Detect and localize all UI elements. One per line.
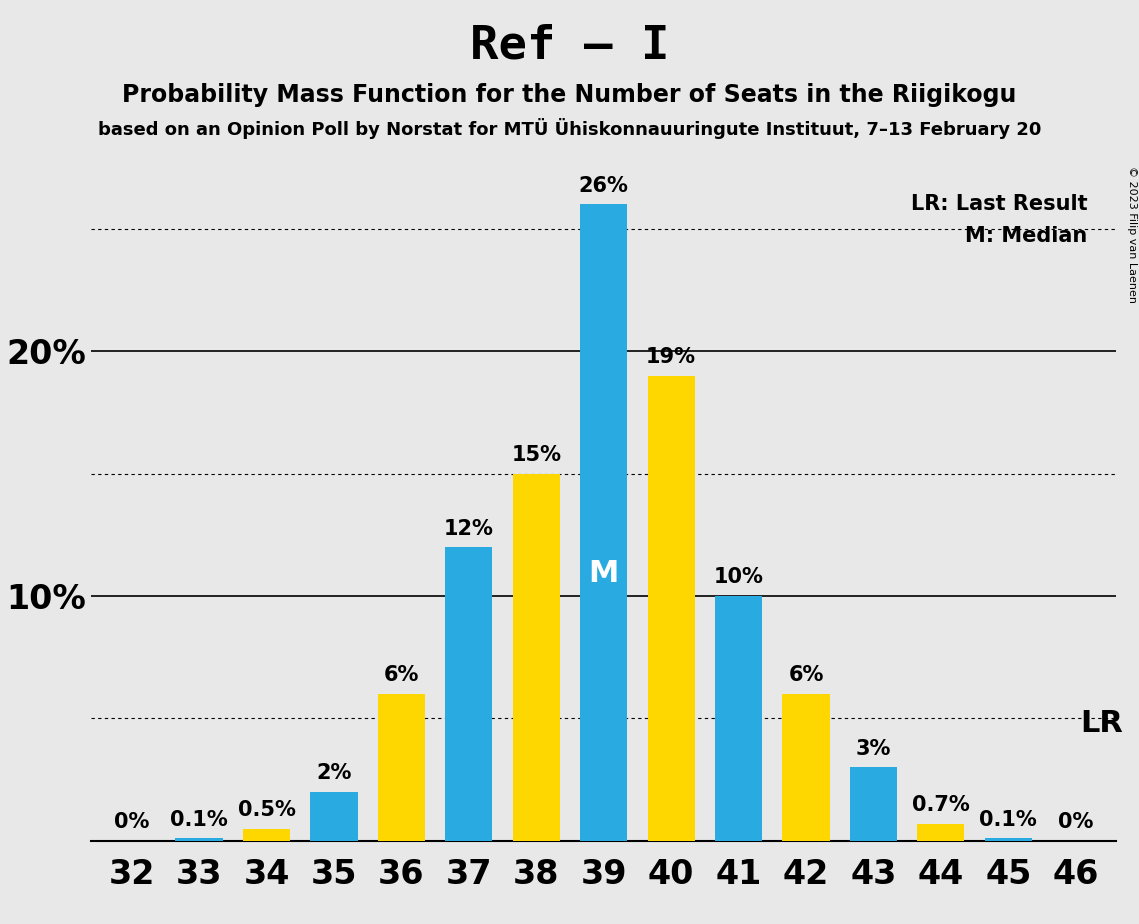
Text: 0.1%: 0.1% bbox=[170, 809, 228, 830]
Bar bbox=[445, 547, 492, 841]
Text: 0%: 0% bbox=[114, 812, 149, 833]
Bar bbox=[782, 694, 829, 841]
Bar bbox=[513, 474, 560, 841]
Text: 2%: 2% bbox=[317, 763, 352, 784]
Text: Ref – I: Ref – I bbox=[469, 23, 670, 68]
Text: 6%: 6% bbox=[384, 665, 419, 686]
Bar bbox=[175, 838, 222, 841]
Bar bbox=[243, 829, 290, 841]
Bar bbox=[985, 838, 1032, 841]
Text: 0.5%: 0.5% bbox=[238, 800, 295, 820]
Text: based on an Opinion Poll by Norstat for MTÜ Ühiskonnauuringute Instituut, 7–13 F: based on an Opinion Poll by Norstat for … bbox=[98, 118, 1041, 140]
Bar bbox=[580, 204, 628, 841]
Text: M: M bbox=[589, 559, 618, 588]
Text: 15%: 15% bbox=[511, 445, 562, 465]
Bar bbox=[850, 768, 898, 841]
Text: 3%: 3% bbox=[855, 739, 891, 759]
Text: 10%: 10% bbox=[714, 567, 763, 588]
Text: LR: LR bbox=[1080, 709, 1123, 738]
Bar bbox=[917, 823, 965, 841]
Text: 26%: 26% bbox=[579, 176, 629, 196]
Text: © 2023 Filip van Laenen: © 2023 Filip van Laenen bbox=[1126, 166, 1137, 303]
Text: LR: Last Result: LR: Last Result bbox=[911, 194, 1088, 214]
Bar bbox=[647, 376, 695, 841]
Bar bbox=[715, 596, 762, 841]
Text: 19%: 19% bbox=[646, 347, 696, 367]
Text: 0.1%: 0.1% bbox=[980, 809, 1038, 830]
Text: 6%: 6% bbox=[788, 665, 823, 686]
Text: 0%: 0% bbox=[1058, 812, 1093, 833]
Text: 0.7%: 0.7% bbox=[912, 796, 969, 815]
Bar bbox=[378, 694, 425, 841]
Text: M: Median: M: Median bbox=[966, 226, 1088, 247]
Bar bbox=[310, 792, 358, 841]
Text: Probability Mass Function for the Number of Seats in the Riigikogu: Probability Mass Function for the Number… bbox=[122, 83, 1017, 107]
Text: 12%: 12% bbox=[444, 518, 493, 539]
